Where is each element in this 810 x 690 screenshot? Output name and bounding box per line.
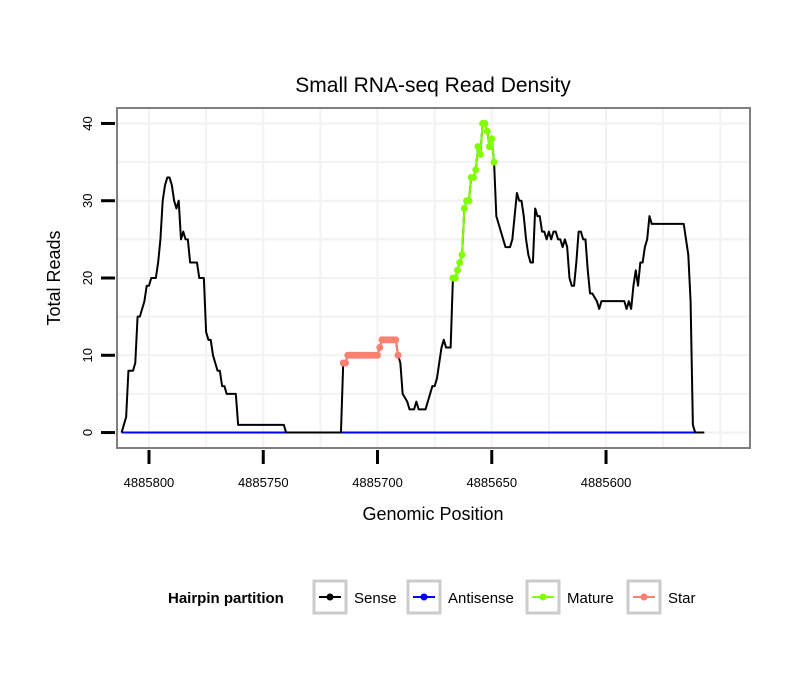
y-tick-label: 10 (80, 348, 95, 362)
data-point-mature (460, 204, 468, 212)
series-layer (120, 119, 705, 434)
legend-key-dot (640, 593, 648, 601)
data-point-star (374, 351, 382, 359)
x-axis-ticks: 4885800 4885750 4885700 4885650 4885600 (124, 450, 632, 490)
legend-label-star: Star (668, 590, 696, 607)
data-point-mature (456, 259, 464, 267)
legend-label-mature: Mature (567, 590, 614, 607)
y-tick-label: 30 (80, 193, 95, 207)
x-axis-title: Genomic Position (362, 504, 503, 524)
series-star (339, 336, 402, 367)
legend-label-antisense: Antisense (448, 590, 514, 607)
legend-key-dot (420, 593, 428, 601)
data-point-mature (483, 127, 491, 135)
plot-panel (116, 107, 751, 449)
legend-key-dot (326, 593, 334, 601)
legend-key-dot (539, 593, 547, 601)
legend-items: Sense Antisense Mature Star (312, 579, 696, 615)
x-tick-label: 4885800 (124, 475, 175, 490)
plot-border (116, 107, 751, 449)
y-tick-label: 0 (80, 429, 95, 436)
x-tick-label: 4885700 (352, 475, 403, 490)
data-point-mature (481, 119, 489, 127)
legend-title: Hairpin partition (168, 590, 284, 607)
legend-label-sense: Sense (354, 590, 397, 607)
y-tick-label: 40 (80, 116, 95, 130)
legend-item-star: Star (626, 579, 696, 615)
data-point-mature (488, 135, 496, 143)
data-point-mature (451, 274, 459, 282)
legend: Hairpin partition Sense Antisense Mature St… (168, 579, 696, 615)
chart-title: Small RNA-seq Read Density (295, 74, 571, 97)
data-point-star (394, 351, 402, 359)
y-axis: 0 10 20 30 40 Total Reads (44, 116, 115, 436)
legend-item-antisense: Antisense (406, 579, 514, 615)
x-tick-label: 4885600 (581, 475, 632, 490)
data-point-mature (465, 197, 473, 205)
data-point-mature (476, 150, 484, 158)
y-axis-title: Total Reads (44, 230, 64, 325)
data-point-mature (458, 251, 466, 259)
data-point-star (342, 359, 350, 367)
data-point-mature (469, 174, 477, 182)
data-point-star (392, 336, 400, 344)
data-point-mature (453, 266, 461, 274)
data-point-mature (474, 143, 482, 151)
x-tick-label: 4885650 (466, 475, 517, 490)
y-tick-label: 20 (80, 271, 95, 285)
data-point-mature (490, 158, 498, 166)
grid-lines (117, 108, 750, 448)
legend-item-mature: Mature (525, 579, 614, 615)
data-point-mature (485, 143, 493, 151)
y-axis-ticks: 0 10 20 30 40 (80, 116, 115, 436)
data-point-star (376, 344, 384, 352)
data-point-mature (472, 166, 480, 174)
x-tick-label: 4885750 (238, 475, 289, 490)
series-mature (449, 119, 498, 282)
x-axis: 4885800 4885750 4885700 4885650 4885600 Geno… (124, 450, 632, 524)
legend-item-sense: Sense (312, 579, 397, 615)
